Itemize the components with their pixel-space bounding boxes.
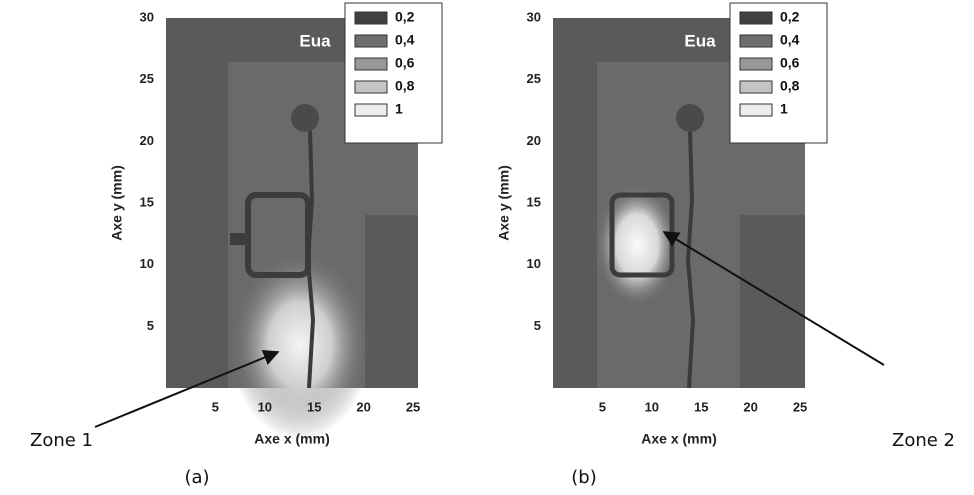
panel-label: (a) xyxy=(184,467,209,488)
y-tick-label: 5 xyxy=(534,318,541,333)
y-tick-label: 25 xyxy=(140,71,154,86)
legend-label: 0,4 xyxy=(395,32,415,48)
legend-swatch xyxy=(739,11,773,25)
legend-swatch xyxy=(354,103,388,117)
x-tick-label: 25 xyxy=(793,399,807,414)
x-tick-label: 5 xyxy=(212,399,219,414)
x-tick-label: 5 xyxy=(599,399,606,414)
legend-swatch xyxy=(739,57,773,71)
legend-swatch xyxy=(354,34,388,48)
chart-title: Eua xyxy=(684,31,716,50)
y-tick-label: 20 xyxy=(527,133,541,148)
legend-label: 0,8 xyxy=(780,78,800,94)
x-tick-label: 20 xyxy=(743,399,757,414)
x-tick-label: 10 xyxy=(645,399,659,414)
legend-swatch xyxy=(354,11,388,25)
y-tick-label: 15 xyxy=(527,194,541,209)
legend-label: 0,6 xyxy=(780,55,800,71)
panel-label: (b) xyxy=(571,467,596,488)
legend-label: 0,4 xyxy=(780,32,800,48)
y-tick-label: 10 xyxy=(527,256,541,271)
y-tick-label: 25 xyxy=(527,71,541,86)
legend-swatch xyxy=(354,80,388,94)
annotation: Zone 1 xyxy=(30,430,93,451)
x-axis-label: Axe x (mm) xyxy=(641,431,716,447)
legend-label: 0,6 xyxy=(395,55,415,71)
x-tick-label: 25 xyxy=(406,399,420,414)
legend-box xyxy=(344,2,443,144)
legend-label: 0,8 xyxy=(395,78,415,94)
y-tick-label: 5 xyxy=(147,318,154,333)
y-axis-label: Axe y (mm) xyxy=(496,165,512,240)
x-tick-label: 15 xyxy=(694,399,708,414)
arrow xyxy=(662,231,885,366)
x-tick-label: 15 xyxy=(307,399,321,414)
y-tick-label: 30 xyxy=(140,9,154,24)
legend-swatch xyxy=(739,103,773,117)
chart-title: Eua xyxy=(299,31,331,50)
x-tick-label: 20 xyxy=(356,399,370,414)
legend-swatch xyxy=(739,80,773,94)
legend-swatch xyxy=(739,34,773,48)
legend-label: 1 xyxy=(395,101,403,117)
legend-label: 0,2 xyxy=(780,9,800,25)
y-tick-label: 15 xyxy=(140,194,154,209)
legend-label: 1 xyxy=(780,101,788,117)
legend-label: 0,2 xyxy=(395,9,415,25)
legend-box xyxy=(729,2,828,144)
annotation: Zone 2 xyxy=(892,430,955,451)
y-tick-label: 20 xyxy=(140,133,154,148)
x-tick-label: 10 xyxy=(258,399,272,414)
legend-swatch xyxy=(354,57,388,71)
y-tick-label: 10 xyxy=(140,256,154,271)
x-axis-label: Axe x (mm) xyxy=(254,431,329,447)
arrow xyxy=(94,350,280,428)
y-tick-label: 30 xyxy=(527,9,541,24)
y-axis-label: Axe y (mm) xyxy=(109,165,125,240)
